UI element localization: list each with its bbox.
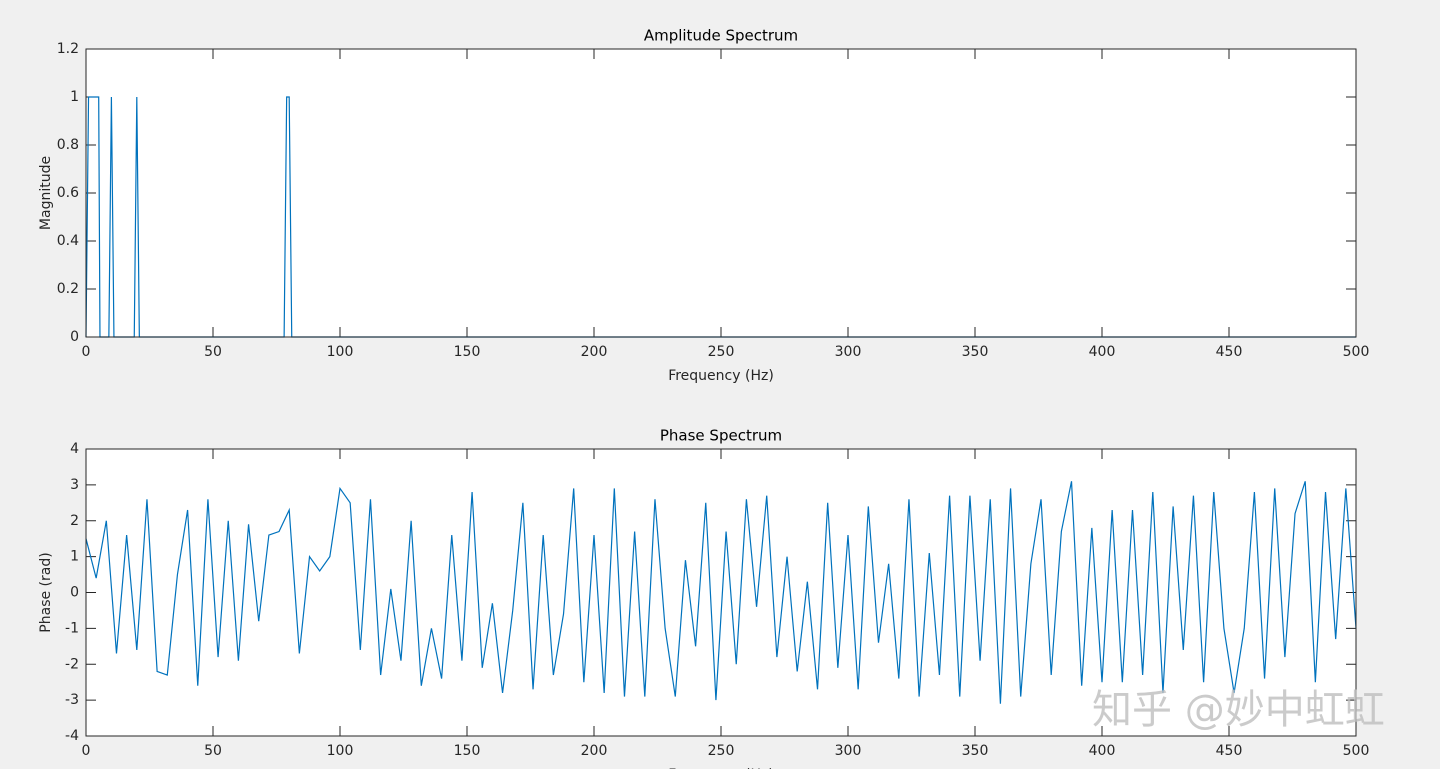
y-tick-label: -1 — [65, 620, 79, 636]
x-tick-label: 0 — [82, 344, 91, 360]
x-tick-label: 350 — [962, 344, 989, 360]
x-tick-label: 300 — [835, 344, 862, 360]
y-tick-label: 1.2 — [57, 41, 79, 57]
y-tick-label: 3 — [70, 477, 79, 493]
x-tick-label: 150 — [454, 344, 481, 360]
y-tick-label: 0 — [70, 329, 79, 345]
y-tick-label: 0.4 — [57, 233, 79, 249]
y-tick-label: 4 — [70, 441, 79, 457]
x-tick-label: 200 — [581, 344, 608, 360]
x-tick-label: 0 — [82, 743, 91, 759]
x-tick-label: 400 — [1089, 344, 1116, 360]
x-tick-label: 450 — [1216, 344, 1243, 360]
x-tick-label: 350 — [962, 743, 989, 759]
x-tick-label: 500 — [1343, 743, 1370, 759]
axes-background — [86, 49, 1356, 337]
x-tick-label: 250 — [708, 743, 735, 759]
axes-background — [86, 449, 1356, 736]
x-tick-label: 200 — [581, 743, 608, 759]
axes-box — [85, 48, 1357, 338]
y-tick-label: 0.8 — [57, 137, 79, 153]
axes-box — [85, 448, 1357, 737]
y-tick-label: 1 — [70, 89, 79, 105]
y-tick-label: 1 — [70, 549, 79, 565]
data-line — [85, 481, 1357, 704]
x-axis-label: Frequency (Hz) — [668, 368, 774, 384]
watermark: 知乎 @妙中虹虹 — [1092, 687, 1385, 733]
y-axis-label: Phase (rad) — [38, 552, 54, 632]
y-tick-label: -3 — [65, 692, 79, 708]
y-tick-label: -4 — [65, 728, 79, 744]
y-tick-label: 0 — [70, 585, 79, 601]
x-tick-label: 100 — [327, 743, 354, 759]
y-tick-label: 0.2 — [57, 281, 79, 297]
x-tick-label: 150 — [454, 743, 481, 759]
x-axis-label: Frequency (Hz) — [668, 767, 774, 769]
x-tick-label: 500 — [1343, 344, 1370, 360]
x-tick-label: 300 — [835, 743, 862, 759]
x-tick-label: 400 — [1089, 743, 1116, 759]
x-tick-label: 450 — [1216, 743, 1243, 759]
y-axis-label: Magnitude — [38, 156, 54, 230]
y-tick-label: -2 — [65, 656, 79, 672]
x-tick-label: 100 — [327, 344, 354, 360]
x-tick-label: 50 — [204, 743, 222, 759]
y-tick-label: 0.6 — [57, 185, 79, 201]
data-line — [85, 96, 1356, 338]
y-tick-label: 2 — [70, 513, 79, 529]
chart-title: Amplitude Spectrum — [644, 27, 798, 45]
x-tick-label: 250 — [708, 344, 735, 360]
x-tick-label: 50 — [204, 344, 222, 360]
chart-title: Phase Spectrum — [660, 427, 782, 445]
